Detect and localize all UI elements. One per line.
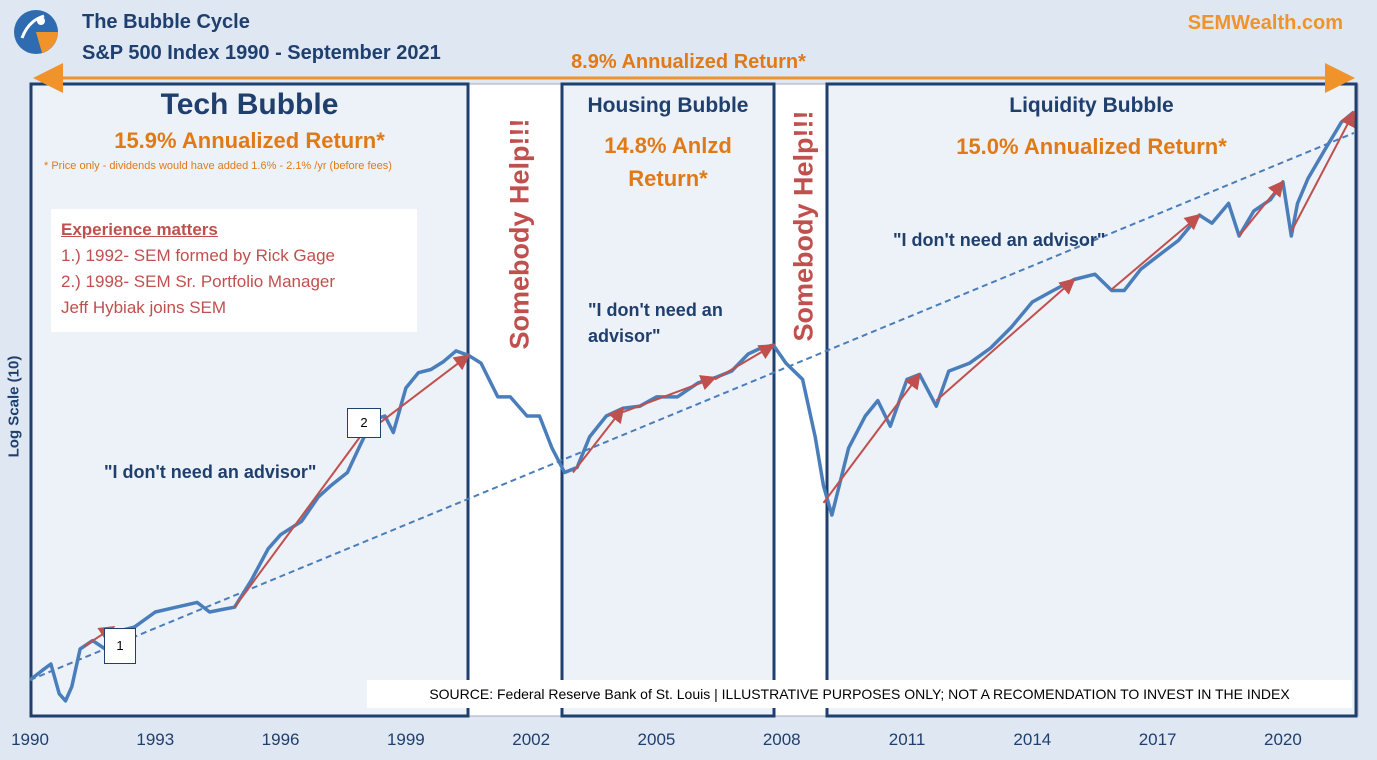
experience-line-2: 2.) 1998- SEM Sr. Portfolio Manager — [61, 272, 336, 291]
housing-bubble-title: Housing Bubble — [587, 94, 749, 117]
trend-arrow-10 — [1238, 180, 1285, 237]
source-note: SOURCE: Federal Reserve Bank of St. Loui… — [367, 680, 1352, 708]
x-tick-label: 2020 — [1263, 730, 1302, 749]
experience-line-1: 1.) 1992- SEM formed by Rick Gage — [61, 246, 336, 265]
x-tick-label: 2002 — [512, 730, 551, 749]
liquidity-bubble-region — [825, 82, 1358, 718]
somebody-help-1: Somebody Help!!! — [504, 118, 535, 350]
quote-liquidity: "I don't need an advisor" — [893, 230, 1106, 250]
quote-tech: "I don't need an advisor" — [104, 462, 317, 482]
quote-housing-line2: advisor" — [588, 326, 661, 346]
x-tick-label: 2017 — [1138, 730, 1177, 749]
x-tick-label: 2014 — [1013, 730, 1052, 749]
logo-icon — [14, 10, 58, 54]
experience-line-3: Jeff Hybiak joins SEM — [61, 298, 227, 317]
trend-arrow-11 — [1290, 110, 1355, 233]
liquidity-bubble-title: Liquidity Bubble — [1009, 94, 1174, 117]
y-axis-label: Log Scale (10) — [5, 355, 23, 458]
brand-link[interactable]: SEMWealth.com — [1187, 12, 1343, 34]
liquidity-bubble-return: 15.0% Annualized Return* — [956, 134, 1227, 159]
somebody-help-2: Somebody Help!!! — [788, 110, 819, 342]
trend-arrow-4 — [572, 406, 625, 474]
x-tick-label: 1996 — [261, 730, 300, 749]
overall-return-label: 8.9% Annualized Return* — [571, 51, 806, 73]
trend-line — [29, 132, 1355, 681]
marker-1: 1 — [104, 628, 136, 664]
housing-bubble-return-line2: Return* — [628, 166, 708, 191]
sp500-series-line — [28, 110, 1356, 703]
x-tick-label: 1993 — [136, 730, 175, 749]
marker-2: 2 — [347, 408, 381, 438]
x-tick-label: 2011 — [888, 730, 926, 749]
trend-arrow-7 — [822, 372, 921, 504]
chart-subtitle: S&P 500 Index 1990 - September 2021 — [82, 42, 441, 64]
chart-layer — [28, 110, 1356, 703]
trend-arrow-8 — [935, 278, 1076, 402]
experience-heading: Experience matters — [61, 220, 218, 239]
trend-arrow-3 — [380, 354, 471, 423]
quote-housing-line1: "I don't need an — [588, 300, 723, 320]
dividend-footnote: * Price only - dividends would have adde… — [44, 160, 392, 172]
trend-arrow-6 — [714, 344, 776, 381]
tech-bubble-title: Tech Bubble — [160, 88, 339, 121]
trend-arrow-9 — [1111, 213, 1201, 291]
trend-arrow-2 — [233, 418, 374, 608]
experience-box: Experience matters 1.) 1992- SEM formed … — [51, 209, 417, 332]
x-tick-label: 2005 — [637, 730, 676, 749]
x-tick-label: 1999 — [386, 730, 425, 749]
tech-bubble-region — [29, 82, 470, 718]
x-tick-label: 1990 — [11, 730, 49, 749]
trend-arrow-5 — [622, 375, 717, 413]
tech-bubble-return: 15.9% Annualized Return* — [114, 128, 385, 153]
chart-title: The Bubble Cycle — [82, 11, 250, 33]
x-tick-label: 2008 — [762, 730, 801, 749]
housing-bubble-return-line1: 14.8% Anlzd — [604, 133, 732, 158]
